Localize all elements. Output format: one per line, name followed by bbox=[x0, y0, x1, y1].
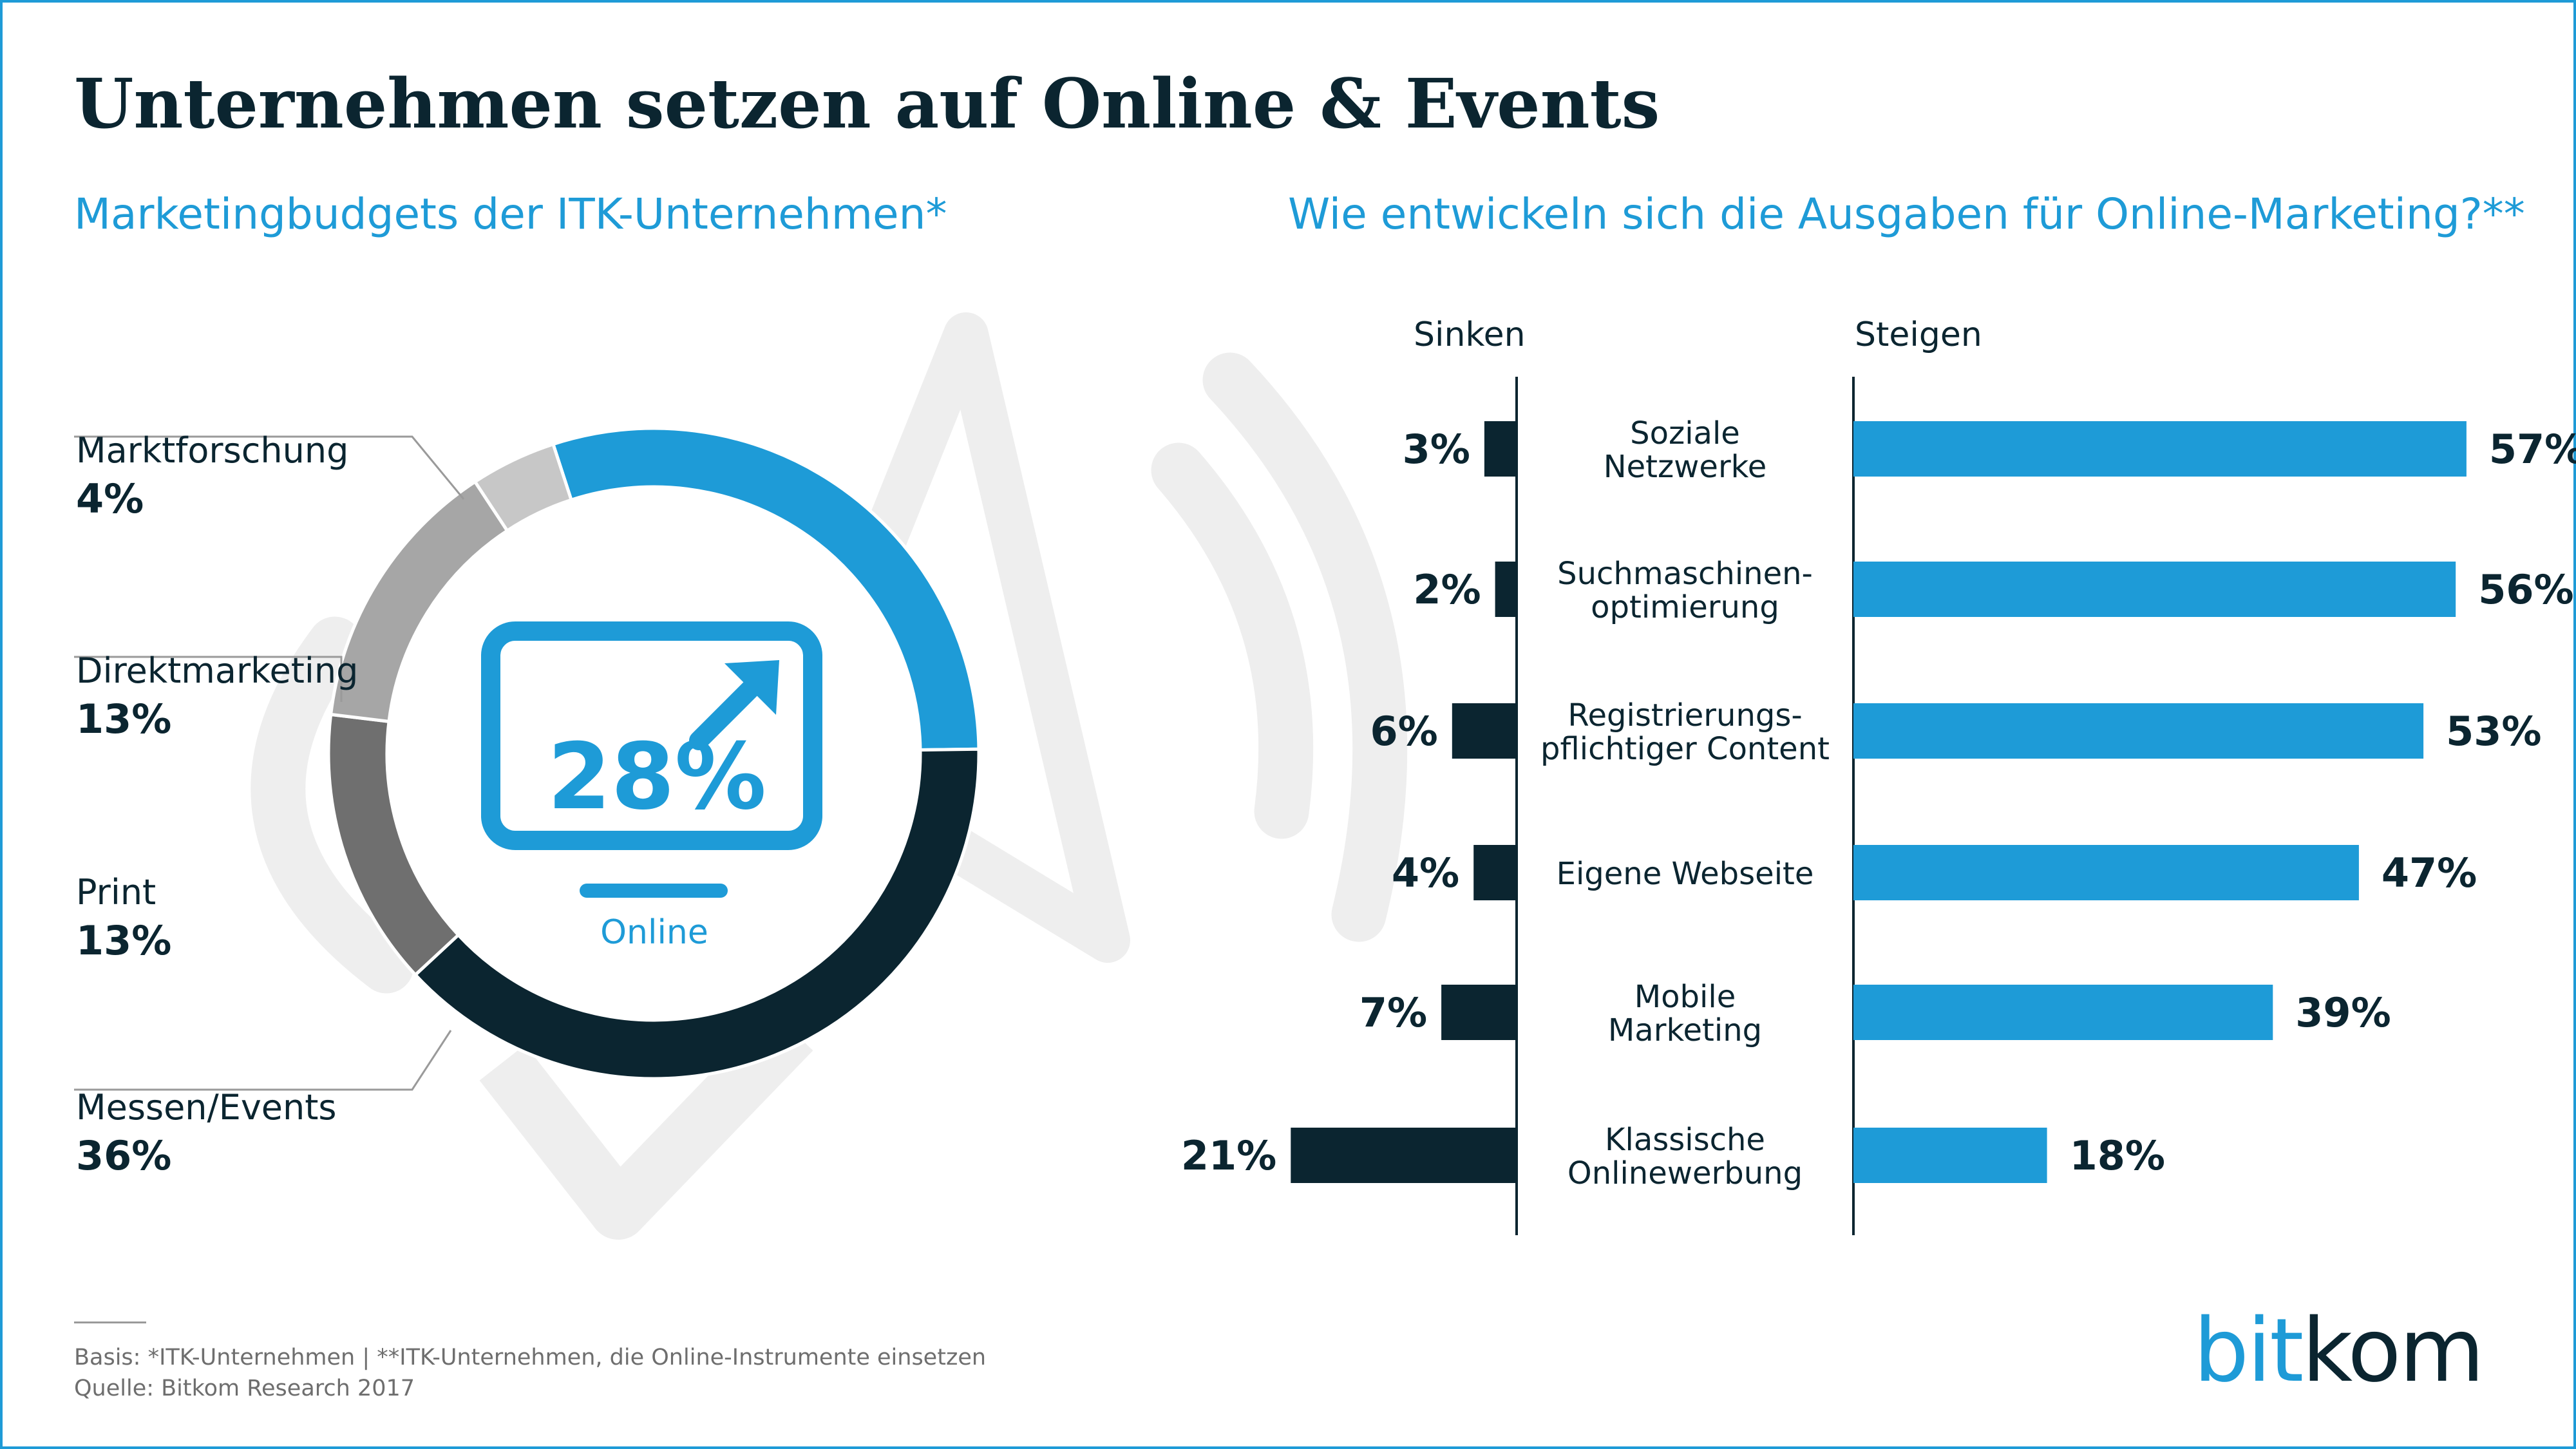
legend-value: 4% bbox=[76, 475, 144, 522]
label-sinken: 2% bbox=[1413, 566, 1481, 613]
bar-sinken bbox=[1441, 985, 1517, 1040]
sound-wave-icon bbox=[1151, 442, 1314, 839]
label-steigen: 18% bbox=[2070, 1132, 2165, 1179]
legend-value: 36% bbox=[76, 1132, 171, 1179]
bar-sinken bbox=[1495, 562, 1517, 617]
sound-wave-icon bbox=[1202, 352, 1408, 942]
category-label: pflichtiger Content bbox=[1540, 731, 1830, 767]
category-label: Mobile bbox=[1634, 979, 1736, 1015]
megaphone-mouth bbox=[251, 616, 414, 994]
header-sinken: Sinken bbox=[1414, 316, 1526, 354]
label-steigen: 56% bbox=[2478, 566, 2573, 613]
legend-label: Direktmarketing bbox=[76, 650, 358, 691]
donut-legend: Marktforschung4%Direktmarketing13%Print1… bbox=[74, 430, 465, 1179]
donut-slice-marktforschung bbox=[473, 442, 574, 533]
header-steigen: Steigen bbox=[1855, 316, 1982, 354]
logo-part-bit: bit bbox=[2193, 1300, 2304, 1402]
label-steigen: 57% bbox=[2489, 426, 2576, 473]
megaphone-handle bbox=[479, 1010, 813, 1240]
category-label: Netzwerke bbox=[1604, 449, 1767, 485]
category-label: Onlinewerbung bbox=[1567, 1155, 1803, 1191]
category-label: Suchmaschinen- bbox=[1557, 556, 1813, 592]
legend-leader-line bbox=[74, 435, 465, 500]
arrow-up-right-icon bbox=[689, 660, 779, 750]
megaphone-body bbox=[855, 312, 1130, 963]
label-sinken: 21% bbox=[1181, 1132, 1276, 1179]
legend-label: Messen/Events bbox=[76, 1087, 337, 1128]
donut-slice-messen-events bbox=[413, 747, 981, 1081]
arrow-head bbox=[724, 660, 779, 715]
legend-leader-line bbox=[74, 656, 343, 702]
page-title: Unternehmen setzen auf Online & Events bbox=[74, 63, 1660, 144]
category-label: Marketing bbox=[1608, 1012, 1762, 1048]
bar-sinken bbox=[1473, 845, 1517, 900]
label-sinken: 4% bbox=[1392, 849, 1459, 896]
bar-steigen bbox=[1853, 421, 2467, 477]
bar-sinken bbox=[1484, 421, 1517, 477]
legend-label: Print bbox=[76, 872, 156, 913]
donut-slice-online bbox=[551, 426, 981, 752]
label-steigen: 53% bbox=[2446, 708, 2541, 755]
category-label: Registrierungs- bbox=[1567, 697, 1802, 734]
category-label: Eigene Webseite bbox=[1557, 856, 1814, 892]
category-label: Klassische bbox=[1605, 1122, 1765, 1158]
legend-leader-line bbox=[74, 1030, 452, 1091]
bar-sinken bbox=[1452, 703, 1517, 759]
bar-chart-title: Wie entwickeln sich die Ausgaben für Onl… bbox=[1288, 189, 2525, 239]
label-steigen: 39% bbox=[2295, 989, 2391, 1036]
legend-value: 13% bbox=[76, 696, 171, 743]
category-label: Soziale bbox=[1630, 415, 1740, 451]
donut-center-label: Online bbox=[600, 913, 708, 952]
donut-chart bbox=[327, 426, 981, 1081]
monitor-stand bbox=[580, 884, 728, 898]
label-sinken: 3% bbox=[1403, 426, 1470, 473]
category-label: optimierung bbox=[1591, 589, 1779, 625]
footer-source-note: Quelle: Bitkom Research 2017 bbox=[74, 1376, 415, 1401]
donut-center: 28% Online bbox=[481, 621, 822, 952]
legend-label: Marktforschung bbox=[76, 430, 348, 471]
label-sinken: 6% bbox=[1370, 708, 1438, 755]
donut-chart-title: Marketingbudgets der ITK-Unternehmen* bbox=[74, 189, 947, 239]
monitor-icon bbox=[481, 621, 822, 850]
bar-steigen bbox=[1853, 985, 2273, 1040]
logo-part-kom: kom bbox=[2302, 1300, 2485, 1402]
bar-steigen bbox=[1853, 1128, 2047, 1183]
footer-basis-note: Basis: *ITK-Unternehmen | **ITK-Unterneh… bbox=[74, 1345, 987, 1370]
label-sinken: 7% bbox=[1359, 989, 1427, 1036]
donut-center-value: 28% bbox=[547, 724, 766, 830]
megaphone-icon bbox=[251, 312, 1408, 1240]
label-steigen: 47% bbox=[2382, 849, 2477, 896]
bar-steigen bbox=[1853, 703, 2424, 759]
bar-sinken bbox=[1291, 1128, 1517, 1183]
bitkom-logo: bitkom bbox=[2193, 1307, 2485, 1395]
bar-steigen bbox=[1853, 562, 2456, 617]
legend-value: 13% bbox=[76, 917, 171, 964]
bar-steigen bbox=[1853, 845, 2359, 900]
footer-divider bbox=[74, 1321, 146, 1323]
